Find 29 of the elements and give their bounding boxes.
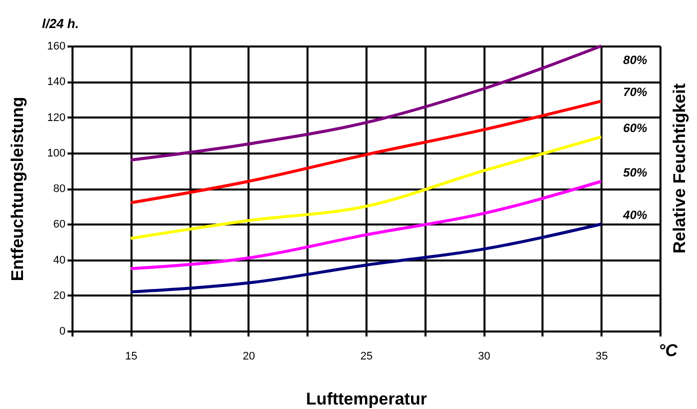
text: °C (658, 341, 678, 360)
line-series (129, 222, 603, 294)
y-tick-label: 100 (47, 147, 66, 160)
legend-title: Relative Feuchtigkeit (670, 83, 689, 254)
y-axis-title: Entfeuchtungsleistung (8, 96, 28, 282)
x-tick-label: 15 (125, 350, 138, 362)
y-tick-label: 60 (53, 218, 66, 231)
series-label: 80% (623, 53, 648, 67)
y-tick-label: 0 (59, 326, 66, 338)
series-label: 60% (623, 120, 648, 135)
series-label: 40% (622, 208, 648, 222)
x-tick-label: 25 (360, 350, 373, 362)
x-axis-title: Lufttemperatur (306, 390, 428, 408)
y-tick-label: 80 (53, 183, 66, 195)
series-label: 70% (623, 85, 648, 100)
text: l/24 h. (42, 16, 79, 31)
line-series (129, 44, 603, 162)
y-tick-label: 120 (47, 112, 66, 124)
line-series (129, 180, 603, 270)
x-tick-label: 20 (242, 350, 256, 362)
series-label: 50% (623, 165, 648, 180)
line-series (129, 100, 603, 204)
y-tick-label: 40 (53, 254, 66, 266)
y-tick-label: 160 (47, 40, 66, 52)
line-series (129, 135, 603, 240)
x-tick-label: 35 (596, 350, 608, 362)
x-tick-label: 30 (478, 350, 490, 362)
y-tick-label: 140 (47, 76, 66, 88)
y-tick-label: 20 (53, 290, 66, 302)
